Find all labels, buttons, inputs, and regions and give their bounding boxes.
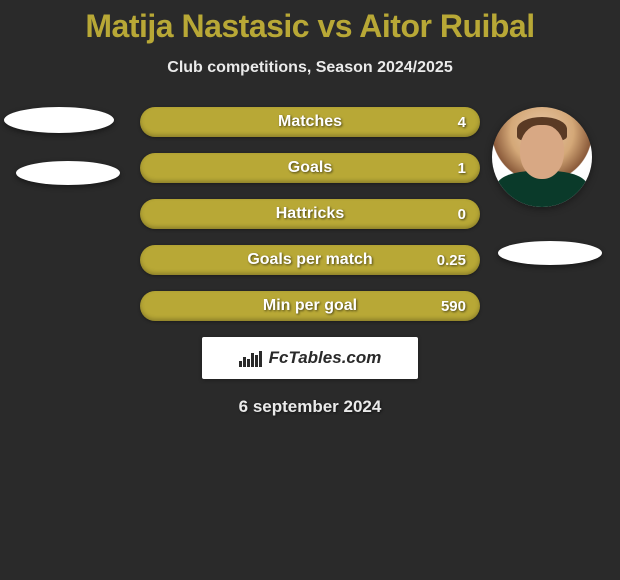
subtitle: Club competitions, Season 2024/2025 [0,59,620,77]
stat-label: Hattricks [140,199,480,229]
stat-value: 590 [441,291,466,321]
stats-area: Matches 4 Goals 1 Hattricks 0 Goals per … [0,107,620,417]
stat-value: 0.25 [437,245,466,275]
stat-label: Min per goal [140,291,480,321]
placeholder-ellipse-icon [498,241,602,265]
comparison-card: Matija Nastasic vs Aitor Ruibal Club com… [0,0,620,417]
date-text: 6 september 2024 [0,397,620,417]
stat-label: Goals [140,153,480,183]
player-right-avatar-area [492,107,592,207]
stat-label: Goals per match [140,245,480,275]
stat-bar: Goals 1 [140,153,480,183]
stat-value: 0 [458,199,466,229]
placeholder-ellipse-icon [4,107,114,133]
player-avatar-icon [492,107,592,207]
stat-bar: Matches 4 [140,107,480,137]
logo-badge: FcTables.com [202,337,418,379]
stat-label: Matches [140,107,480,137]
stat-bar: Min per goal 590 [140,291,480,321]
logo-text: FcTables.com [269,348,382,368]
stat-bars: Matches 4 Goals 1 Hattricks 0 Goals per … [140,107,480,321]
stat-bar: Goals per match 0.25 [140,245,480,275]
title: Matija Nastasic vs Aitor Ruibal [0,8,620,45]
placeholder-ellipse-icon [16,161,120,185]
stat-value: 4 [458,107,466,137]
stat-value: 1 [458,153,466,183]
stat-bar: Hattricks 0 [140,199,480,229]
bar-chart-icon [239,349,263,367]
